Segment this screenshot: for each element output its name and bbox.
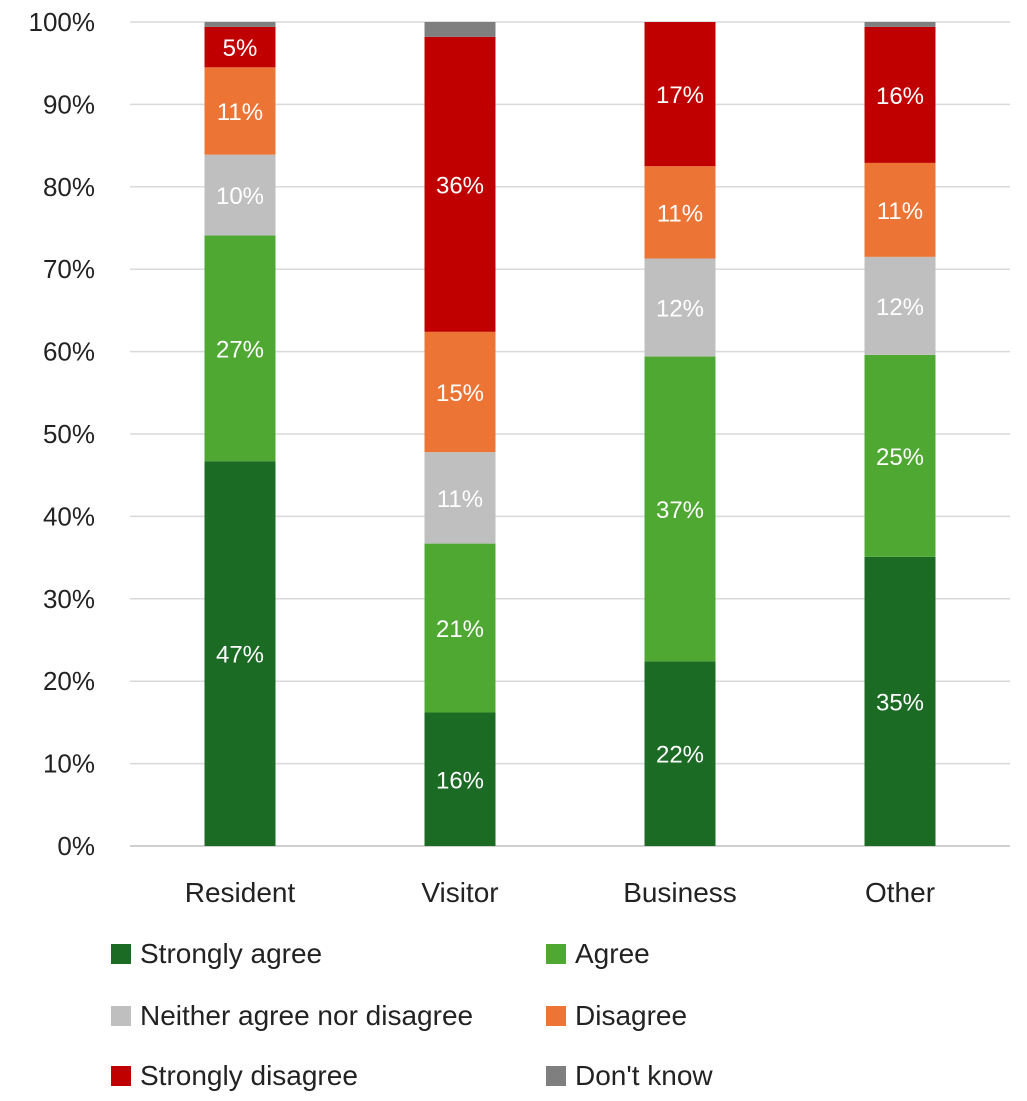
data-label: 17%	[656, 82, 704, 109]
bar-segment	[644, 661, 716, 846]
bar-segment	[644, 258, 716, 357]
bar-segment	[864, 26, 936, 163]
bar-segment	[204, 26, 276, 68]
data-label: 16%	[436, 767, 484, 794]
bar-segment	[864, 22, 936, 27]
legend-label: Disagree	[575, 1000, 687, 1031]
legend-label: Don't know	[575, 1060, 713, 1091]
bar-segment	[424, 331, 496, 453]
data-label: 11%	[657, 200, 703, 227]
y-tick-label: 30%	[43, 584, 95, 614]
bar-segment	[204, 22, 276, 27]
legend-label: Neither agree nor disagree	[140, 1000, 473, 1031]
y-tick-label: 100%	[29, 7, 96, 37]
legend-swatch	[111, 944, 131, 964]
legend-label: Strongly disagree	[140, 1060, 358, 1091]
data-label: 16%	[876, 83, 924, 110]
x-axis-category-labels: Resident Visitor Business Other	[185, 877, 935, 908]
bar-segment	[204, 461, 276, 846]
data-labels: 47% 27% 10% 11% 5% 16% 21% 11% 15% 36% 22% 37% 12% 11…	[216, 35, 924, 794]
bar-segment	[864, 256, 936, 355]
data-label: 12%	[656, 296, 704, 323]
data-label: 22%	[656, 742, 704, 769]
data-label: 25%	[876, 444, 924, 471]
y-axis-tick-labels: 0% 10% 20% 30% 40% 50% 60% 70% 80% 90% 100%	[29, 7, 96, 861]
bar-segment	[204, 154, 276, 236]
y-tick-label: 50%	[43, 419, 95, 449]
legend-swatch	[546, 1066, 566, 1086]
data-label: 27%	[216, 336, 264, 363]
data-label: 10%	[216, 183, 264, 210]
legend-label: Strongly agree	[140, 938, 322, 969]
data-label: 37%	[656, 497, 704, 524]
category-label: Visitor	[421, 877, 498, 908]
bar-segment	[864, 556, 936, 846]
data-label: 15%	[436, 380, 484, 407]
category-label: Resident	[185, 877, 296, 908]
y-tick-label: 60%	[43, 337, 95, 367]
y-tick-label: 70%	[43, 254, 95, 284]
y-tick-label: 10%	[43, 749, 95, 779]
category-label: Business	[623, 877, 737, 908]
data-label: 11%	[437, 486, 483, 513]
bar-segment	[424, 543, 496, 713]
y-tick-label: 90%	[43, 89, 95, 119]
data-label: 47%	[216, 642, 264, 669]
category-label: Other	[865, 877, 935, 908]
bar-segment	[204, 235, 276, 462]
data-label: 5%	[223, 35, 258, 62]
data-label: 21%	[436, 616, 484, 643]
y-tick-label: 80%	[43, 172, 95, 202]
data-label: 11%	[217, 99, 263, 126]
bar-segment	[424, 452, 496, 544]
legend-swatch	[546, 944, 566, 964]
bar-segment	[644, 356, 716, 662]
data-label: 35%	[876, 689, 924, 716]
bar-segment	[864, 354, 936, 557]
data-label: 12%	[876, 294, 924, 321]
legend-swatch	[546, 1006, 566, 1026]
bars	[204, 22, 936, 846]
legend-swatch	[111, 1066, 131, 1086]
bar-segment	[644, 22, 716, 167]
bar-segment	[424, 712, 496, 846]
data-label: 11%	[877, 198, 923, 225]
bar-segment	[204, 67, 276, 155]
legend-label: Agree	[575, 938, 650, 969]
y-tick-label: 20%	[43, 666, 95, 696]
legend: Strongly agree Agree Neither agree nor dis…	[111, 938, 713, 1091]
legend-swatch	[111, 1006, 131, 1026]
bar-segment	[644, 166, 716, 259]
bar-segment	[864, 162, 936, 257]
bar-segment	[424, 22, 496, 37]
data-label: 36%	[436, 172, 484, 199]
gridlines	[130, 21, 1010, 847]
bar-segment	[424, 36, 496, 332]
y-tick-label: 40%	[43, 501, 95, 531]
y-tick-label: 0%	[57, 831, 95, 861]
